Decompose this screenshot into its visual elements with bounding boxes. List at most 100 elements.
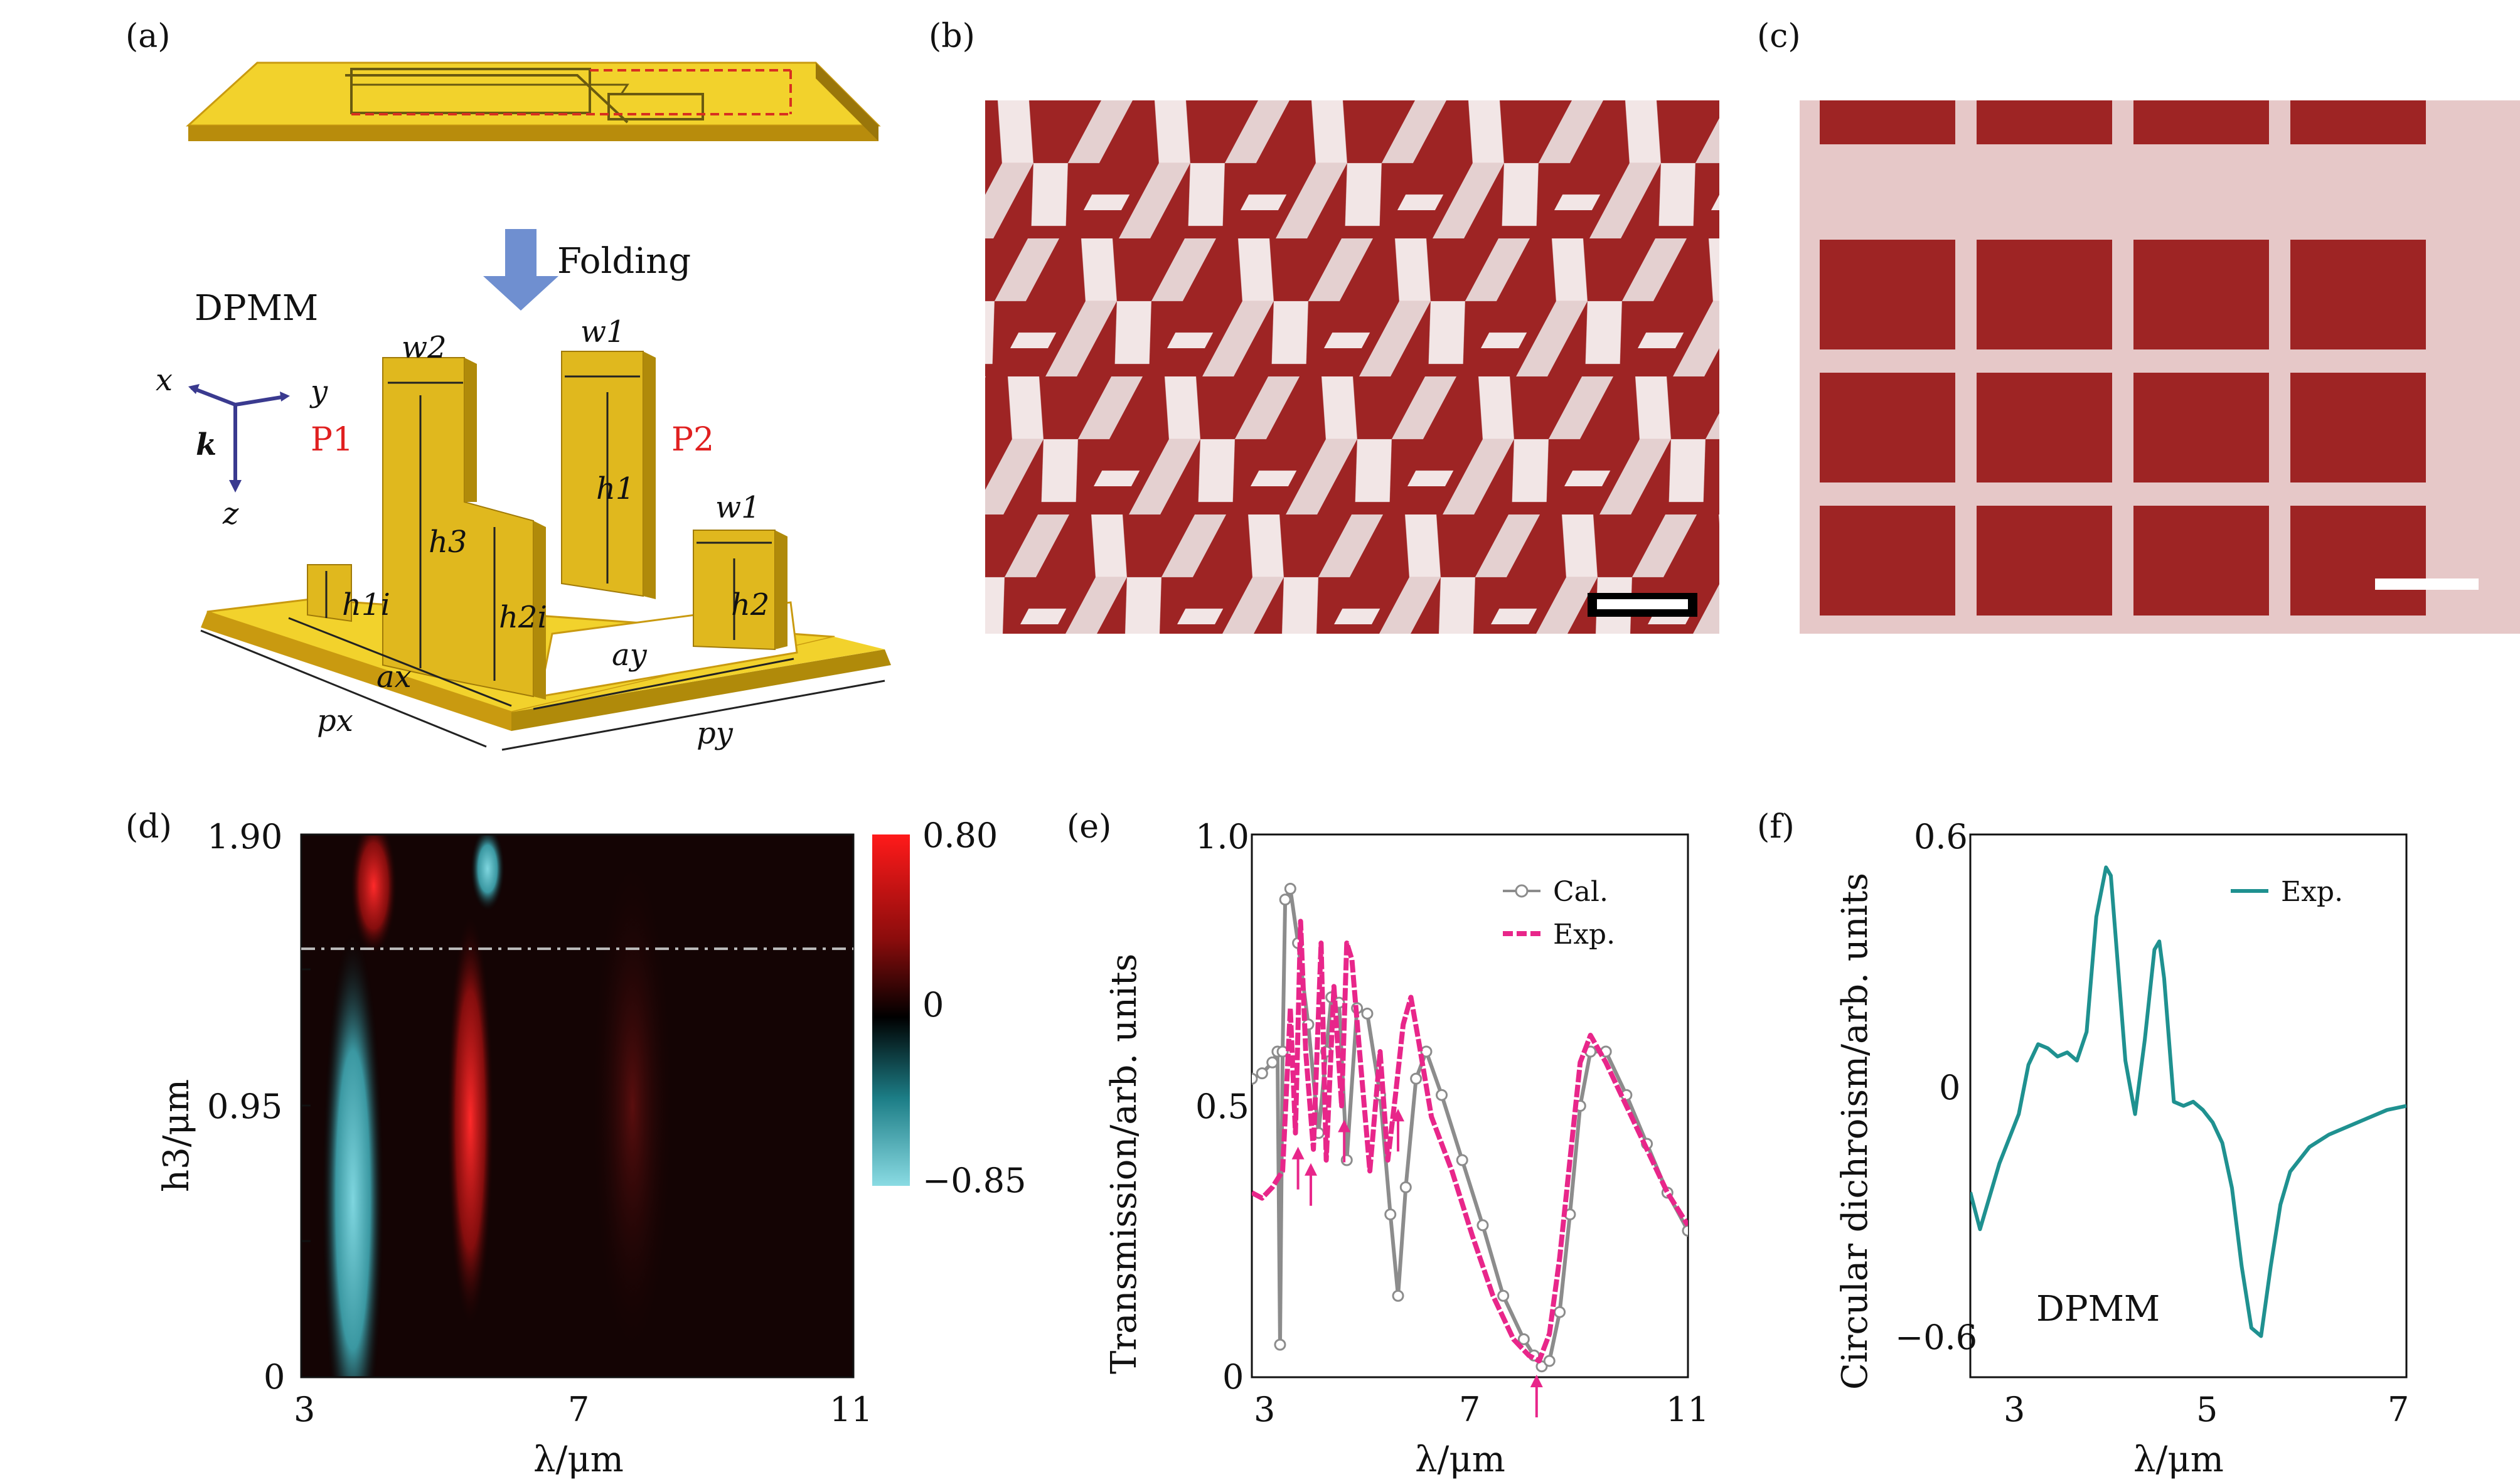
panel-d-heatmap: 0.80 0 −0.85 3 7 11 0 0.95 1.90 λ/μm h3/… [156,816,1026,1480]
sem-cell [2133,506,2269,616]
series-point [1384,1208,1397,1220]
dim-h2i: h2i [499,600,547,635]
panel-a-schematic: Folding DPMM x y z k P1 P2 [156,61,891,751]
series-point [1543,1355,1556,1367]
colorbar [872,834,910,1186]
unfolded-plate-front-right [816,63,878,141]
panel-label-b: (b) [929,18,975,55]
dim-ay: ay [612,637,648,673]
d-ytick-0: 0 [264,1357,285,1397]
e-xtick-1: 7 [1459,1390,1480,1429]
series-line-0 [1970,865,2406,1338]
series-point [1476,1219,1489,1232]
d-xtick-0: 3 [294,1390,315,1429]
folding-label: Folding [557,241,691,282]
sem-cell [2290,240,2426,349]
panel-label-f: (f) [1757,808,1795,846]
e-ylabel: Transmission/arb. units [1104,954,1145,1374]
dim-py: py [697,716,734,751]
resonance-arrow-head [1392,1109,1405,1122]
f-xlabel: λ/μm [2133,1439,2224,1480]
f-ylabel: Circular dichroism/arb. units [1835,873,1876,1390]
sem-cell [1977,506,2112,616]
sem-cell [2133,240,2269,349]
dim-w1-top: w1 [580,314,626,349]
f-ytick-1: 0 [1939,1068,1960,1107]
e-ytick-2: 1.0 [1195,817,1249,856]
d-xtick-2: 11 [830,1390,873,1429]
resonance-arrow-head [1338,1119,1351,1133]
series-point [1682,1224,1688,1237]
colorbar-tick-min: −0.85 [922,1161,1026,1200]
heatmap-feature-0 [322,929,384,1377]
scale-bar-c [2375,578,2479,590]
colorbar-tick-max: 0.80 [922,816,998,855]
dim-w1-right: w1 [715,490,761,525]
f-xtick-0: 3 [2004,1390,2025,1429]
series-point [1517,1333,1530,1345]
series-point [1554,1306,1566,1318]
series-point [1399,1181,1412,1193]
series-point [1266,1056,1279,1069]
panel-f-line-chart: Exp. DPMM 3 5 7 −0.6 0 0.6 λ/μm Circular… [1835,817,2409,1480]
axis-x-label: x [156,363,173,398]
e-legend-exp: Exp. [1553,919,1615,951]
resonance-arrow-head [1530,1375,1543,1388]
p1-label: P1 [311,421,353,459]
sem-cell [1820,373,1955,482]
series-point [1420,1045,1433,1058]
panel-label-e: (e) [1067,808,1111,846]
sem-cell [1820,240,1955,349]
series-point [1392,1289,1404,1302]
panel-label-a: (a) [125,18,171,55]
f-xtick-1: 5 [2196,1390,2218,1429]
panel-c-sem-image [1800,100,2520,634]
resonance-arrow-head [1291,1146,1305,1159]
series-point [1276,1045,1289,1058]
sem-cell [1820,100,1955,144]
sem-cell [2133,373,2269,482]
dim-h1: h1 [596,471,634,506]
d-ytick-1: 0.95 [207,1087,282,1126]
sem-cell [1820,506,1955,616]
series-line-1 [1252,919,1688,1364]
dim-w2: w2 [402,330,447,365]
dim-h2: h2 [731,587,769,622]
heatmap-feature-1 [350,834,398,957]
sem-cell [2290,506,2426,616]
unfolded-plate-front [188,125,878,141]
sem-cell [2290,100,2426,144]
series-point [1456,1154,1468,1166]
dim-h1i: h1i [342,587,390,622]
heatmap-feature-4 [591,848,674,1363]
unfolded-pattern [345,74,629,124]
d-ytick-2: 1.90 [207,817,282,856]
dpmm-label: DPMM [195,288,318,329]
d-xtick-1: 7 [568,1390,589,1429]
colorbar-tick-zero: 0 [922,985,944,1025]
sem-cell [1977,373,2112,482]
sem-cell [2133,100,2269,144]
panel-b-sem-image [985,100,1719,634]
e-ytick-0: 0 [1222,1357,1244,1397]
unfolded-plate-top [186,61,881,127]
panel-e-line-chart: Cal. Exp. 3 7 11 0 0.5 1.0 λ/μm Transmis… [1104,817,1709,1480]
panel-label-d: (d) [125,808,172,846]
d-ylabel: h3/μm [156,1079,197,1192]
series-point [1256,1067,1268,1080]
panel-label-c: (c) [1757,18,1801,55]
f-ytick-0: −0.6 [1895,1318,1977,1357]
dim-h3: h3 [429,525,467,560]
series-point [1497,1289,1510,1302]
f-ytick-2: 0.6 [1914,817,1968,856]
dim-ax: ax [376,659,412,695]
p2-label: P2 [671,421,714,459]
e-xtick-0: 3 [1254,1390,1275,1429]
e-xtick-2: 11 [1666,1390,1709,1429]
series-line-0 [1252,887,1688,1368]
series-point [1436,1089,1448,1101]
e-xlabel: λ/μm [1415,1439,1505,1480]
sem-cell [2290,373,2426,482]
axis-y-label: y [309,374,328,409]
